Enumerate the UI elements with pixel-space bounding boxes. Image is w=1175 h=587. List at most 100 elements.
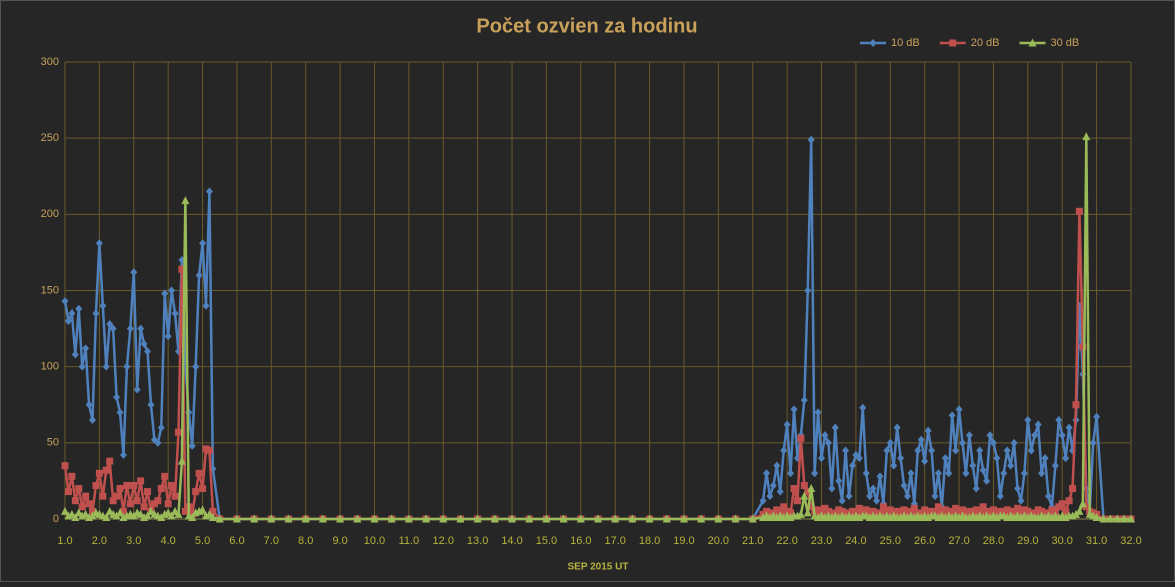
marker bbox=[979, 466, 987, 475]
marker bbox=[171, 492, 179, 500]
marker bbox=[897, 454, 905, 463]
marker bbox=[199, 485, 207, 493]
marker bbox=[748, 514, 757, 523]
marker bbox=[123, 362, 131, 371]
marker bbox=[945, 469, 953, 478]
x-tick-label: 3.0 bbox=[126, 535, 141, 547]
marker bbox=[934, 469, 942, 478]
marker bbox=[205, 187, 213, 196]
marker bbox=[1058, 431, 1066, 440]
marker bbox=[831, 423, 839, 432]
x-tick-label: 30.0 bbox=[1052, 535, 1073, 547]
marker bbox=[208, 512, 217, 521]
marker bbox=[766, 492, 774, 501]
marker bbox=[645, 514, 654, 523]
marker bbox=[862, 506, 870, 514]
marker bbox=[1058, 500, 1066, 508]
marker bbox=[250, 514, 259, 523]
marker bbox=[137, 477, 145, 485]
marker bbox=[106, 457, 114, 465]
marker bbox=[370, 514, 379, 523]
marker bbox=[126, 500, 134, 508]
x-tick-label: 1.0 bbox=[57, 535, 72, 547]
marker bbox=[1014, 504, 1022, 512]
marker bbox=[762, 469, 770, 478]
marker bbox=[1113, 514, 1122, 523]
x-tick-label: 21.0 bbox=[742, 535, 763, 547]
x-tick-label: 14.0 bbox=[501, 535, 522, 547]
marker bbox=[1014, 484, 1022, 493]
y-tick-label: 0 bbox=[53, 513, 59, 525]
marker bbox=[1020, 469, 1028, 478]
marker bbox=[962, 469, 970, 478]
marker bbox=[714, 514, 723, 523]
marker bbox=[1072, 401, 1080, 409]
marker bbox=[140, 503, 148, 511]
marker bbox=[1010, 438, 1018, 447]
x-tick-label: 8.0 bbox=[298, 535, 313, 547]
marker bbox=[804, 286, 812, 295]
marker bbox=[928, 446, 936, 455]
marker bbox=[594, 514, 602, 523]
marker bbox=[102, 466, 110, 474]
y-tick-label: 150 bbox=[41, 284, 59, 296]
marker bbox=[147, 400, 155, 409]
marker bbox=[576, 514, 585, 523]
marker bbox=[780, 503, 788, 511]
marker bbox=[133, 497, 141, 505]
marker bbox=[773, 506, 781, 514]
x-tick-label: 22.0 bbox=[776, 535, 797, 547]
marker bbox=[177, 456, 186, 465]
marker bbox=[1062, 454, 1070, 463]
marker bbox=[71, 497, 79, 505]
marker bbox=[508, 514, 517, 523]
x-tick-label: 2.0 bbox=[92, 535, 107, 547]
marker bbox=[972, 484, 980, 493]
marker bbox=[92, 481, 100, 489]
marker bbox=[790, 485, 798, 493]
x-tick-label: 6.0 bbox=[229, 535, 244, 547]
marker bbox=[941, 454, 949, 463]
marker bbox=[1075, 207, 1083, 215]
marker bbox=[818, 454, 826, 463]
marker bbox=[85, 500, 93, 508]
marker bbox=[157, 485, 165, 493]
marker bbox=[178, 265, 186, 273]
marker bbox=[1038, 469, 1046, 478]
marker bbox=[71, 350, 79, 359]
marker bbox=[1044, 492, 1052, 501]
marker bbox=[188, 512, 197, 521]
marker bbox=[167, 511, 176, 520]
marker bbox=[181, 507, 189, 515]
marker bbox=[959, 438, 967, 447]
marker bbox=[143, 511, 152, 520]
marker bbox=[171, 309, 179, 318]
marker bbox=[267, 514, 276, 523]
marker bbox=[168, 481, 176, 489]
marker bbox=[205, 446, 213, 454]
marker bbox=[979, 503, 987, 511]
marker bbox=[1127, 514, 1135, 523]
marker bbox=[109, 324, 117, 333]
marker bbox=[800, 396, 808, 405]
x-tick-label: 12.0 bbox=[433, 535, 454, 547]
marker bbox=[811, 469, 819, 478]
marker bbox=[99, 301, 107, 310]
marker bbox=[783, 420, 791, 429]
marker bbox=[95, 469, 103, 477]
marker bbox=[78, 362, 86, 371]
marker bbox=[82, 492, 90, 500]
marker bbox=[1065, 423, 1073, 432]
marker bbox=[199, 239, 207, 248]
marker bbox=[862, 469, 870, 478]
marker bbox=[188, 441, 196, 450]
marker bbox=[525, 514, 534, 523]
marker bbox=[731, 514, 740, 523]
marker bbox=[133, 385, 141, 394]
x-axis-title: SEP 2015 UT bbox=[568, 562, 629, 573]
marker bbox=[931, 492, 939, 501]
marker bbox=[116, 508, 125, 517]
marker bbox=[797, 434, 805, 442]
marker bbox=[168, 286, 176, 295]
